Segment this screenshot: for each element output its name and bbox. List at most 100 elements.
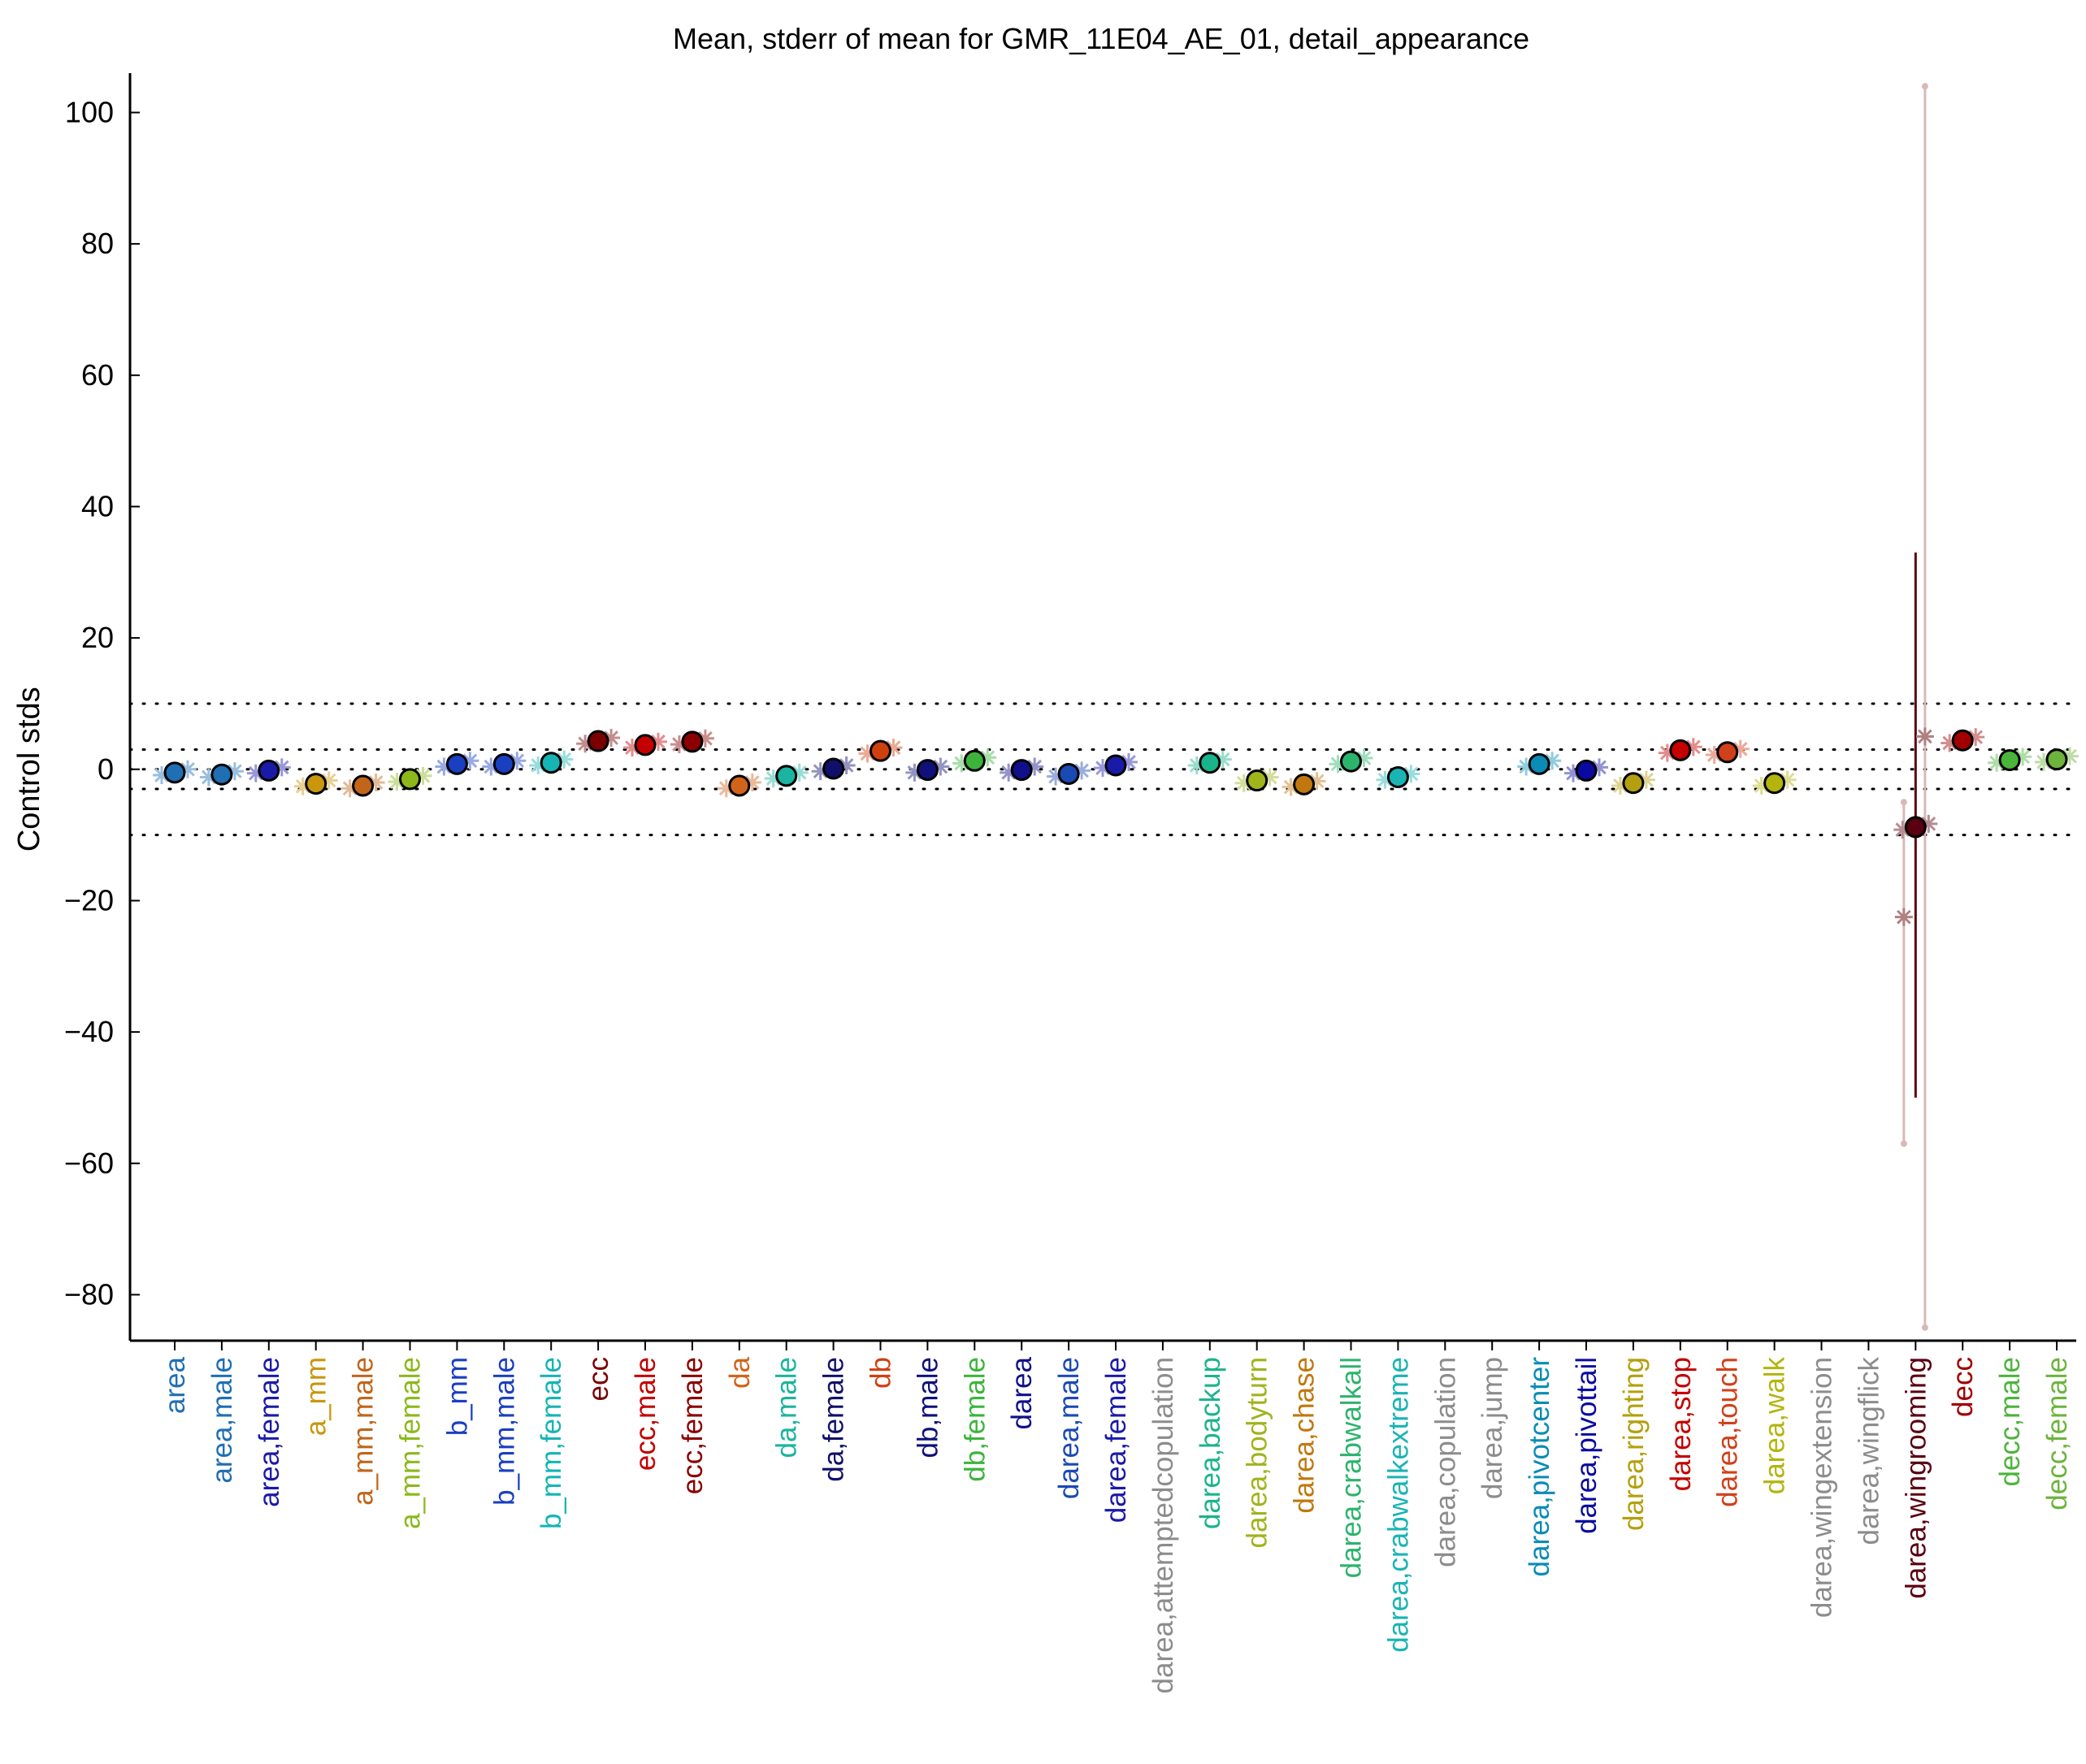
x-tick-label: darea,wingflick — [1853, 1357, 1884, 1545]
y-tick-label: 20 — [81, 621, 114, 654]
y-tick-label: 0 — [98, 752, 114, 786]
axes — [128, 73, 2076, 1342]
x-tick-label: darea,crabwalkextreme — [1382, 1357, 1414, 1653]
mean-point — [2045, 748, 2068, 771]
x-tick-label: darea,righting — [1618, 1357, 1650, 1531]
mean-point — [822, 757, 845, 780]
x-tick-label: area,female — [254, 1357, 285, 1507]
y-tick-label: 40 — [81, 489, 114, 522]
x-tick-label: db,female — [959, 1357, 991, 1482]
mean-point — [1386, 765, 1409, 788]
x-tick-label: a_mm — [301, 1357, 332, 1436]
x-tick-label: darea,touch — [1712, 1357, 1744, 1507]
x-tick-label: decc,male — [1994, 1357, 2026, 1487]
x-tick-label: decc,female — [2041, 1357, 2073, 1510]
mean-point — [399, 768, 421, 791]
mean-point — [587, 730, 609, 752]
x-tick-label: darea,walk — [1759, 1357, 1791, 1495]
mean-point — [1904, 816, 1927, 839]
mean-point — [1998, 748, 2021, 771]
star-stroke — [1896, 909, 1911, 925]
x-tick-label: area — [159, 1356, 191, 1414]
x-tick-label: ecc,female — [677, 1357, 709, 1494]
x-tick-label: darea,copulation — [1429, 1357, 1461, 1567]
mean-point — [1622, 772, 1645, 795]
x-tick-label: area,male — [206, 1357, 238, 1484]
x-tick-label: darea,bodyturn — [1242, 1357, 1273, 1548]
y-tick-label: 60 — [81, 358, 114, 392]
individual-range-end — [1921, 1324, 1928, 1331]
mean-point — [1951, 729, 1974, 752]
x-tick-label: darea,female — [1100, 1357, 1132, 1523]
x-tick-label: db — [865, 1357, 897, 1389]
mean-point — [1010, 759, 1033, 782]
x-tick-label: darea,stop — [1665, 1357, 1697, 1491]
mean-point — [445, 752, 468, 775]
mean-point — [540, 752, 562, 774]
individual-marker — [1752, 776, 1771, 795]
mean-point — [870, 739, 891, 762]
individual-marker — [1047, 767, 1065, 786]
x-tick-label: darea,crabwalkall — [1336, 1357, 1368, 1578]
y-axis-label: Control stds — [12, 687, 46, 852]
individual-marker — [2014, 748, 2032, 766]
x-tick-label: darea,jump — [1477, 1357, 1508, 1499]
mean-points — [163, 729, 2068, 839]
x-tick-label: decc — [1947, 1357, 1979, 1417]
y-tick-label: −20 — [64, 883, 114, 917]
mean-point — [1246, 769, 1269, 792]
mean-point — [681, 730, 704, 753]
x-axis-ticks: area area,male area,female a_mm a_mm,male a_m… — [159, 1341, 2073, 1693]
mean-point — [916, 759, 939, 782]
mean-point — [775, 765, 798, 787]
y-tick-label: 80 — [81, 227, 114, 260]
x-tick-label: a_mm,male — [348, 1357, 379, 1506]
mean-point — [1057, 762, 1080, 785]
x-tick-label: ecc,male — [630, 1357, 661, 1471]
x-tick-label: ecc — [583, 1357, 614, 1401]
x-tick-label: b_mm — [441, 1357, 473, 1436]
individual-marker — [1073, 761, 1091, 780]
x-tick-label: db,male — [912, 1357, 943, 1458]
mean-point — [258, 759, 280, 782]
mean-point — [728, 774, 751, 797]
x-tick-label: darea,attemptedcopulation — [1147, 1357, 1179, 1693]
y-tick-label: −40 — [64, 1015, 114, 1048]
star-stroke — [1918, 729, 1932, 744]
x-tick-label: darea,backup — [1195, 1357, 1226, 1529]
mean-point — [492, 752, 515, 775]
y-tick-label: −80 — [64, 1277, 114, 1311]
error-bars — [173, 553, 2058, 1098]
x-tick-label: da,male — [771, 1357, 803, 1458]
mean-point — [1575, 759, 1598, 782]
y-axis-ticks: −80 −60 −40 −20 0 20 40 60 80 100 — [64, 95, 140, 1311]
x-tick-label: b_mm,male — [488, 1357, 520, 1506]
mean-point — [1763, 772, 1786, 795]
mean-point — [163, 761, 186, 784]
individual-range-end — [1900, 1140, 1907, 1147]
mean-point — [1199, 752, 1221, 774]
mean-point — [352, 774, 375, 797]
y-tick-label: −60 — [64, 1146, 114, 1180]
x-tick-label: b_mm,female — [536, 1357, 567, 1529]
mean-point — [1716, 741, 1739, 764]
y-tick-label: 100 — [65, 95, 114, 128]
mean-point — [963, 749, 986, 772]
individual-marker — [1894, 908, 1913, 926]
x-tick-label: darea,wingrooming — [1900, 1357, 1932, 1599]
x-tick-label: darea,chase — [1289, 1357, 1321, 1514]
x-tick-label: a_mm,female — [395, 1357, 427, 1529]
x-tick-label: darea,male — [1053, 1357, 1085, 1499]
mean-point — [1340, 750, 1362, 773]
mean-point — [634, 734, 657, 756]
x-tick-label: darea,pivottail — [1571, 1357, 1602, 1534]
x-tick-label: darea,pivotcenter — [1524, 1357, 1555, 1577]
x-tick-label: darea,wingextension — [1806, 1357, 1838, 1618]
chart-title: Mean, stderr of mean for GMR_11E04_AE_01… — [673, 22, 1529, 55]
individual-range-end — [1921, 83, 1928, 90]
individual-marker — [1915, 727, 1934, 746]
x-tick-label: da,female — [818, 1357, 850, 1482]
mean-point — [1528, 752, 1550, 775]
